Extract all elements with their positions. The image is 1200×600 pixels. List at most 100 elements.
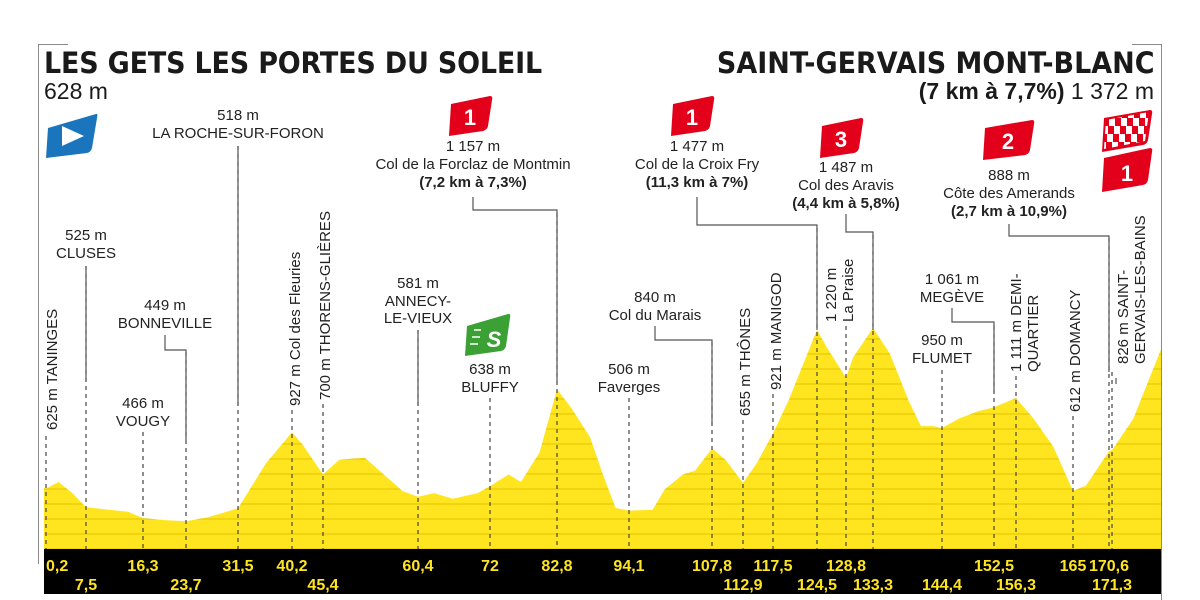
climb-badge-croixfry: 1 bbox=[671, 96, 715, 136]
label-cluses: CLUSES bbox=[56, 245, 116, 262]
km-label: 60,4 bbox=[402, 558, 433, 575]
label-amerands: Côte des Amerands bbox=[943, 185, 1075, 202]
label-manigod: 921 m MANIGOD bbox=[768, 272, 785, 390]
km-label: 16,3 bbox=[127, 558, 158, 575]
leader-line bbox=[654, 326, 713, 424]
finish-climb-stats: (7 km à 7,7%) bbox=[918, 78, 1065, 104]
km-label: 112,9 bbox=[723, 577, 762, 594]
km-label: 23,7 bbox=[170, 577, 201, 594]
label-aravis: Col des Aravis bbox=[798, 177, 894, 194]
km-label: 171,3 bbox=[1092, 577, 1132, 594]
leader-line bbox=[1008, 224, 1110, 372]
label-vougy: VOUGY bbox=[116, 413, 170, 430]
label-domancy: 612 m DOMANCY bbox=[1067, 289, 1084, 412]
label-annecy-alt: 581 m bbox=[397, 275, 439, 292]
frame-corner-top-right bbox=[1132, 44, 1162, 45]
label-laroche: LA ROCHE-SUR-FORON bbox=[152, 125, 324, 142]
place-labels: 525 m CLUSES 466 m VOUGY 449 m BONNEVILL… bbox=[56, 107, 1075, 430]
finish-checkered-flag-icon bbox=[1102, 110, 1153, 152]
climb-badge-amerands: 2 bbox=[983, 120, 1035, 160]
leader-line bbox=[951, 308, 995, 392]
km-label: 144,4 bbox=[922, 577, 962, 594]
label-amerands-climb: (2,7 km à 10,9%) bbox=[951, 203, 1067, 220]
km-label: 72 bbox=[481, 558, 499, 575]
km-label: 128,8 bbox=[826, 558, 866, 575]
label-praise-alt: 1 220 m bbox=[823, 268, 840, 322]
label-bonneville-alt: 449 m bbox=[144, 297, 186, 314]
label-stgervais-1: 826 m SAINT- bbox=[1115, 270, 1132, 364]
label-croixfry-alt: 1 477 m bbox=[670, 138, 724, 155]
label-marais: Col du Marais bbox=[609, 307, 702, 324]
leader-line bbox=[696, 197, 818, 330]
label-flumet: FLUMET bbox=[912, 350, 972, 367]
label-aravis-climb: (4,4 km à 5,8%) bbox=[792, 195, 900, 212]
km-label: 165 bbox=[1060, 558, 1087, 575]
leader-line bbox=[164, 335, 187, 440]
climb-badge-aravis: 3 bbox=[820, 118, 864, 158]
label-bluffy: BLUFFY bbox=[461, 379, 519, 396]
start-town-title: LES GETS LES PORTES DU SOLEIL bbox=[44, 46, 542, 80]
category-1-text: 1 bbox=[464, 105, 476, 130]
km-label: 133,3 bbox=[853, 577, 893, 594]
km-label: 94,1 bbox=[613, 558, 644, 575]
finish-altitude: 1 372 m bbox=[1070, 78, 1154, 104]
km-bar bbox=[44, 549, 1161, 594]
label-taninges: 625 m TANINGES bbox=[44, 309, 61, 430]
climb-badge-forclaz: 1 bbox=[449, 96, 493, 136]
category-1-text: 1 bbox=[686, 105, 698, 130]
km-label: 31,5 bbox=[222, 558, 253, 575]
leader-line bbox=[845, 214, 874, 330]
label-demi-2: QUARTIER bbox=[1025, 295, 1042, 372]
vertical-labels: 625 m TANINGES 927 m Col des Fleuries 70… bbox=[44, 211, 1149, 430]
label-forclaz-climb: (7,2 km à 7,3%) bbox=[419, 174, 527, 191]
category-3-text: 3 bbox=[835, 127, 847, 152]
label-forclaz-alt: 1 157 m bbox=[446, 138, 500, 155]
frame-corner-top-left bbox=[38, 44, 68, 45]
km-label: 152,5 bbox=[974, 558, 1014, 575]
label-megeve-alt: 1 061 m bbox=[925, 271, 979, 288]
km-label: 45,4 bbox=[307, 577, 338, 594]
km-label: 82,8 bbox=[541, 558, 572, 575]
km-label: 0,2 bbox=[46, 558, 68, 575]
finish-town-title: SAINT-GERVAIS MONT-BLANC bbox=[716, 46, 1154, 80]
label-croixfry-climb: (11,3 km à 7%) bbox=[646, 174, 749, 191]
km-label: 107,8 bbox=[692, 558, 732, 575]
frame-left-edge bbox=[38, 44, 39, 564]
label-annecy-1: ANNECY- bbox=[385, 293, 451, 310]
km-label: 170,6 bbox=[1089, 558, 1129, 575]
label-faverges-alt: 506 m bbox=[608, 361, 650, 378]
label-stgervais-2: GERVAIS-LES-BAINS bbox=[1132, 215, 1149, 364]
label-bonneville: BONNEVILLE bbox=[118, 315, 212, 332]
km-label: 7,5 bbox=[75, 577, 97, 594]
frame-right-edge bbox=[1161, 44, 1162, 600]
start-altitude: 628 m bbox=[44, 78, 108, 104]
intermediate-sprint-icon: S bbox=[465, 313, 511, 356]
sprint-s-text: S bbox=[487, 327, 502, 352]
label-annecy-2: LE-VIEUX bbox=[384, 310, 452, 327]
label-faverges: Faverges bbox=[598, 379, 661, 396]
start-flag-icon bbox=[46, 113, 98, 158]
label-fleuries: 927 m Col des Fleuries bbox=[287, 252, 304, 406]
leader-line bbox=[472, 197, 558, 382]
km-label: 117,5 bbox=[753, 558, 792, 575]
km-labels: 0,2 16,3 31,5 40,2 60,4 72 82,8 94,1 107,8 117,5 1… bbox=[46, 558, 1132, 594]
label-amerands-alt: 888 m bbox=[988, 167, 1030, 184]
label-croixfry: Col de la Croix Fry bbox=[635, 156, 760, 173]
label-flumet-alt: 950 m bbox=[921, 332, 963, 349]
label-aravis-alt: 1 487 m bbox=[819, 159, 873, 176]
label-bluffy-alt: 638 m bbox=[469, 361, 511, 378]
label-cluses-alt: 525 m bbox=[65, 227, 107, 244]
km-label: 40,2 bbox=[276, 558, 307, 575]
label-praise: La Praise bbox=[840, 259, 857, 322]
label-forclaz: Col de la Forclaz de Montmin bbox=[375, 156, 570, 173]
category-2-text: 2 bbox=[1002, 129, 1014, 154]
label-thorens: 700 m THORENS-GLIÈRES bbox=[317, 211, 334, 400]
label-marais-alt: 840 m bbox=[634, 289, 676, 306]
label-laroche-alt: 518 m bbox=[217, 107, 259, 124]
km-label: 124,5 bbox=[797, 577, 837, 594]
label-demi-1: 1 111 m DEMI- bbox=[1008, 273, 1025, 372]
category-1-text: 1 bbox=[1121, 161, 1133, 186]
finish-info: (7 km à 7,7%) 1 372 m bbox=[919, 78, 1154, 105]
